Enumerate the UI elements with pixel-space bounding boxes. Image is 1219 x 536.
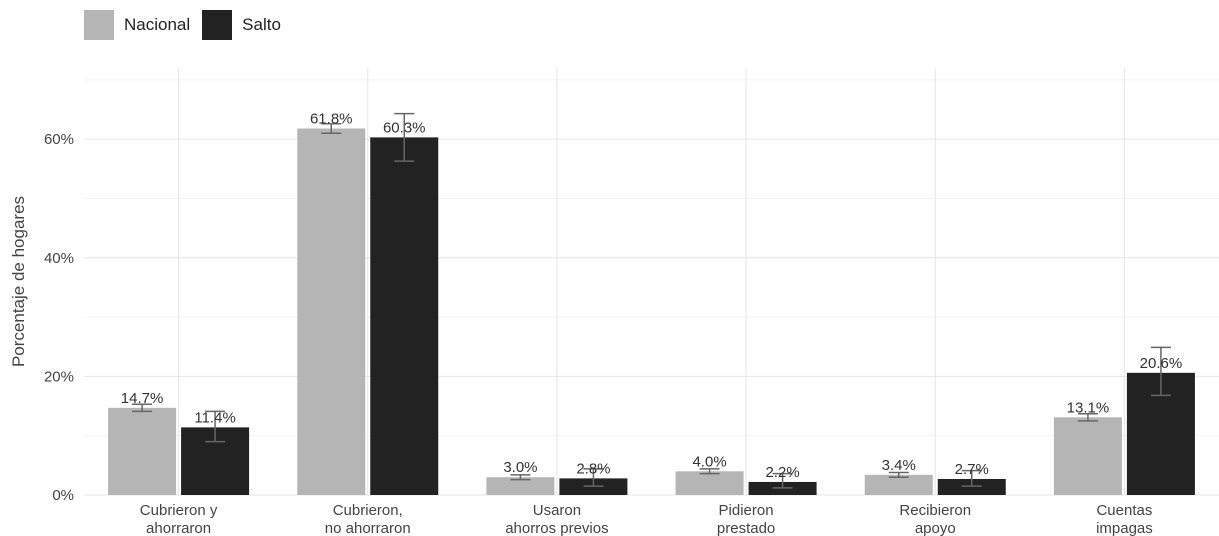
y-axis-title: Porcentaje de hogares: [9, 196, 28, 367]
x-tick-label: apoyo: [915, 520, 956, 536]
bar-salto: [370, 137, 439, 495]
x-tick-label: impagas: [1096, 520, 1153, 536]
y-tick-label: 60%: [44, 131, 74, 148]
x-tick-label: Usaron: [533, 502, 581, 519]
legend-label-nacional: Nacional: [124, 15, 191, 34]
bar-nacional: [1053, 417, 1122, 495]
legend-swatch-salto: [202, 10, 233, 40]
legend-item-nacional: Nacional: [84, 10, 190, 40]
bar-salto: [937, 478, 1006, 495]
data-label: 4.0%: [692, 453, 726, 470]
data-label: 20.6%: [1140, 355, 1183, 372]
x-tick-label: ahorraron: [146, 520, 211, 536]
data-label: 3.0%: [503, 459, 537, 476]
data-label: 14.7%: [121, 390, 164, 407]
x-tick-label: Cuentas: [1096, 502, 1152, 519]
x-tick-label: Cubrieron y: [140, 502, 218, 519]
x-tick-label: Pidieron: [719, 502, 774, 519]
bar-nacional: [297, 128, 366, 495]
bar-nacional: [486, 477, 555, 495]
y-tick-label: 40%: [44, 250, 74, 267]
data-label: 2.2%: [765, 464, 799, 481]
data-label: 13.1%: [1067, 399, 1110, 416]
data-label: 11.4%: [194, 409, 235, 426]
legend-item-salto: Salto: [202, 10, 281, 40]
bar-nacional: [864, 474, 933, 495]
bar-nacional: [675, 471, 744, 495]
data-label: 2.7%: [955, 461, 989, 478]
x-tick-label: prestado: [717, 520, 775, 536]
y-tick-label: 0%: [52, 487, 74, 504]
x-tick-label: Cubrieron,: [333, 502, 403, 519]
data-label: 61.8%: [310, 110, 353, 127]
legend-label-salto: Salto: [242, 15, 281, 34]
legend-swatch-nacional: [84, 10, 114, 40]
x-tick-label: Recibieron: [899, 502, 971, 519]
data-label: 2.8%: [576, 460, 610, 477]
data-label: 3.4%: [882, 457, 916, 474]
legend: Nacional Salto: [84, 10, 293, 40]
data-label: 60.3%: [383, 119, 426, 136]
x-tick-label: ahorros previos: [505, 520, 608, 536]
x-tick-label: no ahorraron: [325, 520, 411, 536]
y-tick-label: 20%: [44, 368, 74, 385]
bar-nacional: [108, 407, 177, 495]
